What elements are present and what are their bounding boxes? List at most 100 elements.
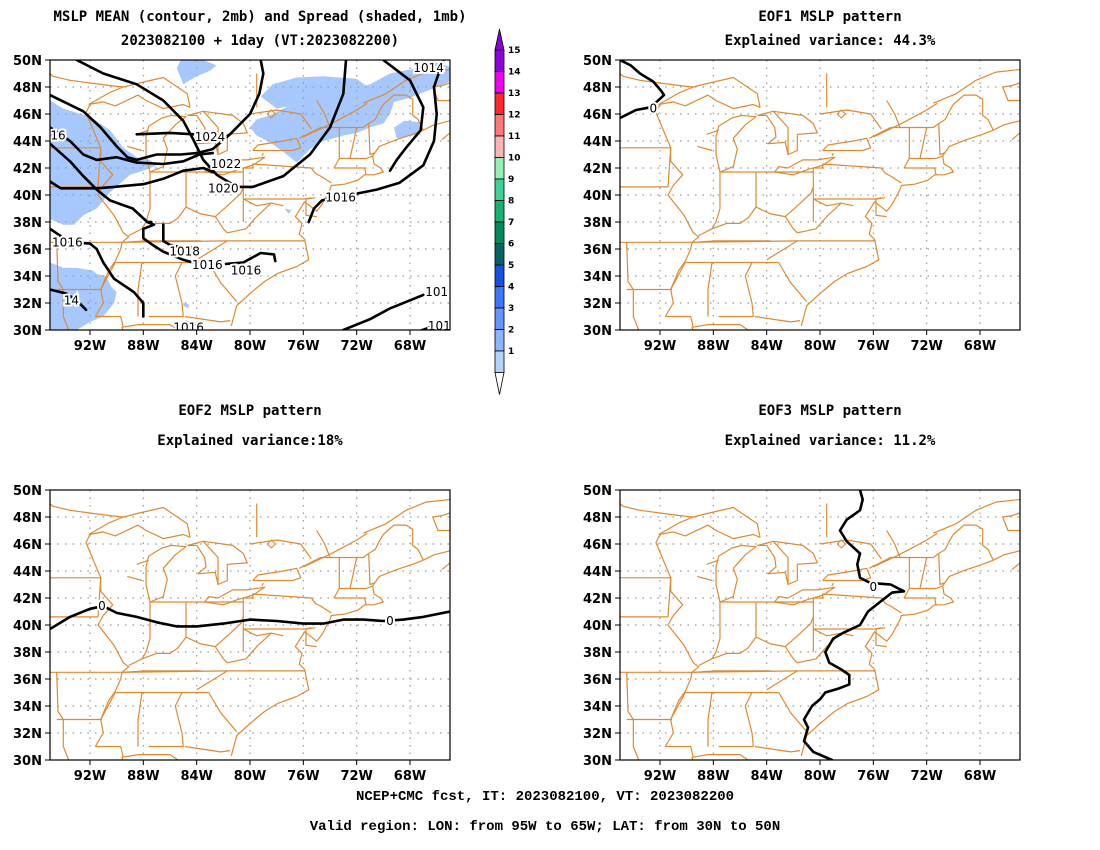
contour-line [50, 166, 214, 190]
spread-colorbar: 15 14 13 12 11 10 9 8 7 6 5 4 3 2 1 [494, 28, 521, 395]
contour-line [50, 126, 214, 166]
geographic-boundary [127, 575, 143, 582]
colorbar-label: 11 [508, 132, 521, 142]
colorbar-swatch [494, 307, 505, 330]
geographic-boundary [88, 506, 191, 540]
lake-marker [836, 539, 847, 549]
geographic-boundary [423, 120, 450, 131]
lon-tick-label: 76W [287, 339, 319, 354]
lat-tick-label: 34N [583, 270, 612, 285]
lon-tick-label: 88W [127, 769, 159, 784]
geographic-boundary [334, 597, 367, 605]
contour-label: 1014 [413, 61, 444, 75]
geographic-boundary [658, 506, 761, 540]
lat-tick-label: 48N [583, 81, 612, 96]
lat-tick-label: 50N [583, 54, 612, 69]
geographic-boundary [715, 544, 757, 603]
geographic-boundary [626, 242, 640, 330]
panel4-title: EOF3 MSLP pattern [758, 403, 902, 419]
geographic-boundary [904, 167, 937, 175]
panel2-subtitle: Explained variance: 44.3% [724, 33, 936, 49]
geographic-boundary [243, 198, 284, 207]
colorbar-swatch [494, 243, 505, 266]
lat-tick-label: 36N [583, 243, 612, 258]
geographic-boundary [819, 539, 882, 560]
geographic-boundary [334, 167, 367, 175]
colorbar-label: 5 [508, 261, 514, 271]
geographic-boundary [620, 503, 694, 518]
panel-eof1-map: 0 50N 48N 46N 44N 42N 40N 38N 36N 34N 32N 30N 92W 88W… [583, 54, 1021, 354]
geographic-boundary [909, 585, 943, 590]
geographic-boundary [368, 123, 375, 156]
colorbar-swatch [494, 157, 505, 180]
geographic-boundary [230, 559, 424, 757]
lat-tick-label: 42N [13, 592, 42, 607]
geographic-boundary [664, 147, 700, 317]
geographic-boundary [202, 540, 219, 585]
geographic-boundary [174, 262, 184, 317]
lon-tick-label: 92W [644, 339, 676, 354]
geographic-boundary [261, 582, 264, 587]
geographic-boundary [706, 129, 719, 135]
geographic-boundary [670, 262, 686, 290]
geographic-boundary [145, 544, 187, 603]
colorbar-label: 2 [508, 326, 514, 336]
geographic-boundary [141, 172, 151, 230]
geographic-boundary [95, 745, 124, 758]
lon-tick-label: 84W [750, 769, 782, 784]
lon-tick-label: 80W [234, 769, 266, 784]
geographic-boundary [831, 582, 834, 587]
lon-tick-label: 68W [964, 339, 996, 354]
lon-tick-label: 92W [74, 769, 106, 784]
geographic-boundary [800, 129, 994, 327]
geographic-boundary [85, 104, 102, 187]
footer-valid-region: Valid region: LON: from 95W to 65W; LAT:… [309, 819, 781, 835]
colorbar-label: 14 [508, 68, 521, 78]
lat-tick-label: 46N [13, 538, 42, 553]
geographic-boundary [252, 137, 302, 152]
spread-shading [183, 303, 189, 309]
lat-tick-label: 50N [13, 54, 42, 69]
lat-tick-label: 40N [583, 619, 612, 634]
colorbar-swatch [494, 286, 505, 309]
geographic-boundary [230, 129, 424, 327]
colorbar-swatch [494, 221, 505, 244]
geographic-boundary [819, 109, 882, 130]
contour-line [50, 60, 265, 162]
contour-line [75, 60, 348, 189]
contour-label: 101 [428, 319, 451, 333]
geographic-boundary [214, 632, 272, 664]
geographic-boundary [813, 198, 854, 207]
geographic-boundary [1002, 82, 1020, 102]
geographic-boundary [620, 73, 694, 88]
colorbar-label: 7 [508, 218, 514, 228]
contour-line [50, 227, 145, 318]
geographic-boundary [441, 562, 450, 571]
colorbar-label: 8 [508, 197, 514, 207]
colorbar-label: 4 [508, 283, 514, 293]
geographic-boundary [261, 152, 264, 157]
panel1-subtitle: 2023082100 + 1day (VT:2023082200) [120, 33, 400, 49]
geographic-boundary [938, 553, 945, 586]
lat-tick-label: 42N [13, 162, 42, 177]
lon-tick-label: 92W [74, 339, 106, 354]
geographic-boundary [137, 262, 143, 317]
contour-label: 1016 [52, 235, 83, 249]
lon-tick-label: 76W [287, 769, 319, 784]
geographic-boundary [778, 262, 808, 302]
contour-line [342, 293, 425, 330]
lat-tick-label: 46N [583, 538, 612, 553]
lon-tick-label: 76W [857, 769, 889, 784]
geographic-boundary [127, 145, 143, 152]
colorbar-swatch [494, 329, 505, 352]
geographic-boundary [94, 577, 130, 747]
panel3-title: EOF2 MSLP pattern [178, 403, 322, 419]
panel4-subtitle: Explained variance: 11.2% [724, 433, 936, 449]
geographic-boundary [123, 240, 201, 243]
footer-forecast-info: NCEP+CMC fcst, IT: 2023082100, VT: 20230… [355, 789, 735, 805]
panel2-title: EOF1 MSLP pattern [758, 9, 902, 25]
geographic-boundary [744, 262, 754, 317]
contour-line [162, 223, 194, 249]
contour-label: 1016 [192, 258, 223, 272]
geographic-boundary [875, 197, 887, 218]
